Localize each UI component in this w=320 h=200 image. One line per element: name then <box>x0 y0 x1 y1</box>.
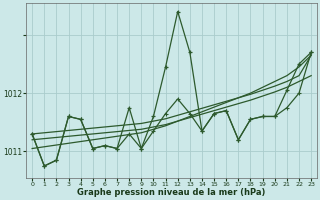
X-axis label: Graphe pression niveau de la mer (hPa): Graphe pression niveau de la mer (hPa) <box>77 188 266 197</box>
